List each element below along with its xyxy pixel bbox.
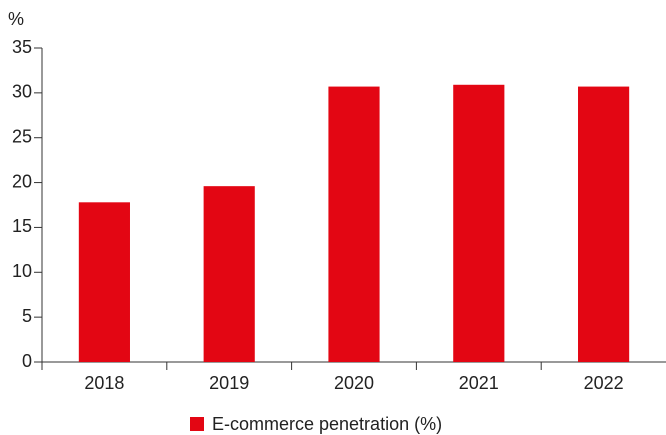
bar [578, 86, 630, 362]
y-tick-label: 0 [22, 351, 32, 371]
x-tick-label: 2020 [334, 373, 374, 393]
bar [328, 86, 380, 362]
y-tick-label: 25 [12, 126, 32, 146]
y-tick-label: 30 [12, 82, 32, 102]
x-tick-label: 2022 [584, 373, 624, 393]
bar [203, 186, 255, 362]
y-tick-label: 10 [12, 261, 32, 281]
y-unit-label: % [8, 9, 24, 29]
x-tick-label: 2018 [84, 373, 124, 393]
x-tick-label: 2019 [209, 373, 249, 393]
bar [453, 84, 505, 362]
y-tick-label: 5 [22, 306, 32, 326]
legend-swatch [190, 417, 204, 431]
y-tick-label: 20 [12, 171, 32, 191]
y-tick-label: 35 [12, 37, 32, 57]
bar [78, 202, 130, 362]
legend-label: E-commerce penetration (%) [212, 414, 442, 434]
x-tick-label: 2021 [459, 373, 499, 393]
y-tick-label: 15 [12, 216, 32, 236]
